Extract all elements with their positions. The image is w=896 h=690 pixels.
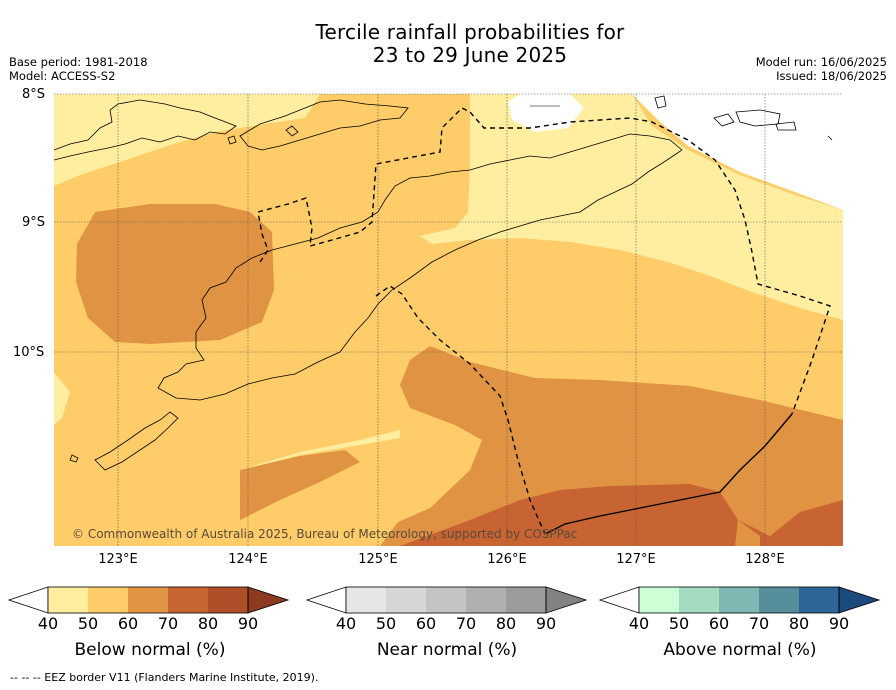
islet-1	[285, 125, 299, 137]
colorbar-below-extend-high	[247, 586, 290, 614]
fill-60-70-southeast	[380, 346, 843, 546]
chart-title-line1: Tercile rainfall probabilities for	[315, 20, 625, 44]
lon-label-126e: 126°E	[487, 552, 527, 567]
colorbar-near-segment	[386, 587, 426, 613]
colorbar-above-segment	[639, 587, 679, 613]
fill-40-50-northwest	[54, 94, 320, 186]
colorbar-title-near: Near normal (%)	[376, 640, 518, 660]
islet-2	[227, 135, 237, 145]
lon-label-128e: 128°E	[745, 552, 785, 567]
colorbar-above-frame	[638, 586, 840, 614]
fill-60-70-notch	[735, 520, 760, 546]
chart-title-line2: 23 to 29 June 2025	[372, 43, 568, 67]
colorbar-below-extend-low	[8, 586, 49, 614]
colorbar-below-segment	[88, 587, 128, 613]
model-label: Model: ACCESS-S2	[9, 69, 116, 83]
lon-label-127e: 127°E	[616, 552, 656, 567]
colorbar-below-tick: 50	[77, 614, 99, 633]
lon-label-125e: 125°E	[358, 552, 398, 567]
colorbar-below-tick: 80	[197, 614, 219, 633]
colorbar-above-extend-low	[599, 586, 640, 614]
colorbar-above-tick: 60	[708, 614, 730, 633]
colorbar-near-extend-high	[545, 586, 588, 614]
colorbar-above-tick: 40	[628, 614, 650, 633]
islet-8	[827, 135, 833, 141]
fill-60-70-west	[76, 204, 274, 344]
islet-7	[775, 121, 797, 131]
eez-border-solid	[544, 413, 793, 535]
island-coast-1	[54, 99, 237, 161]
lon-label-124e: 124°E	[228, 552, 268, 567]
eez-border-north	[257, 107, 831, 415]
colorbar-above-segment	[719, 587, 759, 613]
colorbar-below-tick: 40	[37, 614, 59, 633]
copyright-text: © Commonwealth of Australia 2025, Bureau…	[72, 527, 577, 541]
colorbar-near-segment	[506, 587, 546, 613]
colorbar-near-normal	[306, 586, 588, 614]
colorbar-below-segment	[208, 587, 248, 613]
eez-border-south	[544, 413, 793, 535]
colorbar-above-segment	[799, 587, 839, 613]
fill-white-northeast	[632, 94, 843, 210]
fill-40-50-west-edge	[54, 372, 70, 425]
colorbar-title-below: Below normal (%)	[74, 640, 226, 660]
fill-70-80-south	[400, 484, 843, 546]
graticule	[54, 93, 843, 546]
fill-40-50-northeast	[420, 94, 843, 320]
colorbar-near-tick: 80	[495, 614, 517, 633]
fill-60-70-south-small	[240, 450, 360, 520]
eez-border-west	[375, 285, 546, 535]
colorbar-near-segment	[346, 587, 386, 613]
colorbar-below-tick: 70	[157, 614, 179, 633]
colorbar-above-segment	[759, 587, 799, 613]
eez-border	[257, 107, 831, 535]
colorbar-near-tick: 50	[375, 614, 397, 633]
coastlines	[54, 95, 833, 471]
colorbar-near-frame	[345, 586, 547, 614]
colorbar-near-tick: 60	[415, 614, 437, 633]
timor-coast	[157, 133, 683, 401]
islet-5	[713, 113, 735, 127]
colorbar-above-extend-high	[838, 586, 881, 614]
map-fill-layer	[54, 94, 843, 546]
colorbar-above-tick: 90	[828, 614, 850, 633]
colorbar-below-segment	[128, 587, 168, 613]
colorbar-below-segment	[48, 587, 88, 613]
colorbar-near-tick: 70	[455, 614, 477, 633]
issued-label: Issued: 18/06/2025	[776, 69, 887, 83]
colorbar-below-segment	[168, 587, 208, 613]
colorbar-near-segment	[466, 587, 506, 613]
colorbar-below-tick: 60	[117, 614, 139, 633]
colorbar-above-tick: 50	[668, 614, 690, 633]
colorbar-above-segment	[679, 587, 719, 613]
colorbar-above-tick: 80	[788, 614, 810, 633]
colorbar-above-normal	[599, 586, 881, 614]
islet-4	[654, 95, 667, 109]
base-period-label: Base period: 1981-2018	[9, 55, 148, 69]
colorbar-title-above: Above normal (%)	[663, 640, 817, 660]
colorbar-below-frame	[47, 586, 249, 614]
model-run-label: Model run: 16/06/2025	[755, 55, 887, 69]
lat-label-8s: 8°S	[22, 87, 46, 102]
colorbar-near-tick: 90	[535, 614, 557, 633]
island-coast-2	[239, 99, 409, 151]
lat-label-10s: 10°S	[13, 345, 45, 360]
colorbar-below-normal	[8, 586, 290, 614]
colorbar-near-tick: 40	[335, 614, 357, 633]
lat-label-9s: 9°S	[22, 215, 46, 230]
islet-3	[69, 454, 79, 463]
colorbar-near-segment	[426, 587, 466, 613]
eez-footnote: -- -- -- EEZ border V11 (Flanders Marine…	[10, 671, 319, 684]
colorbar-below-tick: 90	[237, 614, 259, 633]
colorbar-near-extend-low	[306, 586, 347, 614]
colorbar-above-tick: 70	[748, 614, 770, 633]
lon-label-123e: 123°E	[98, 552, 138, 567]
rote-coast	[94, 411, 179, 471]
